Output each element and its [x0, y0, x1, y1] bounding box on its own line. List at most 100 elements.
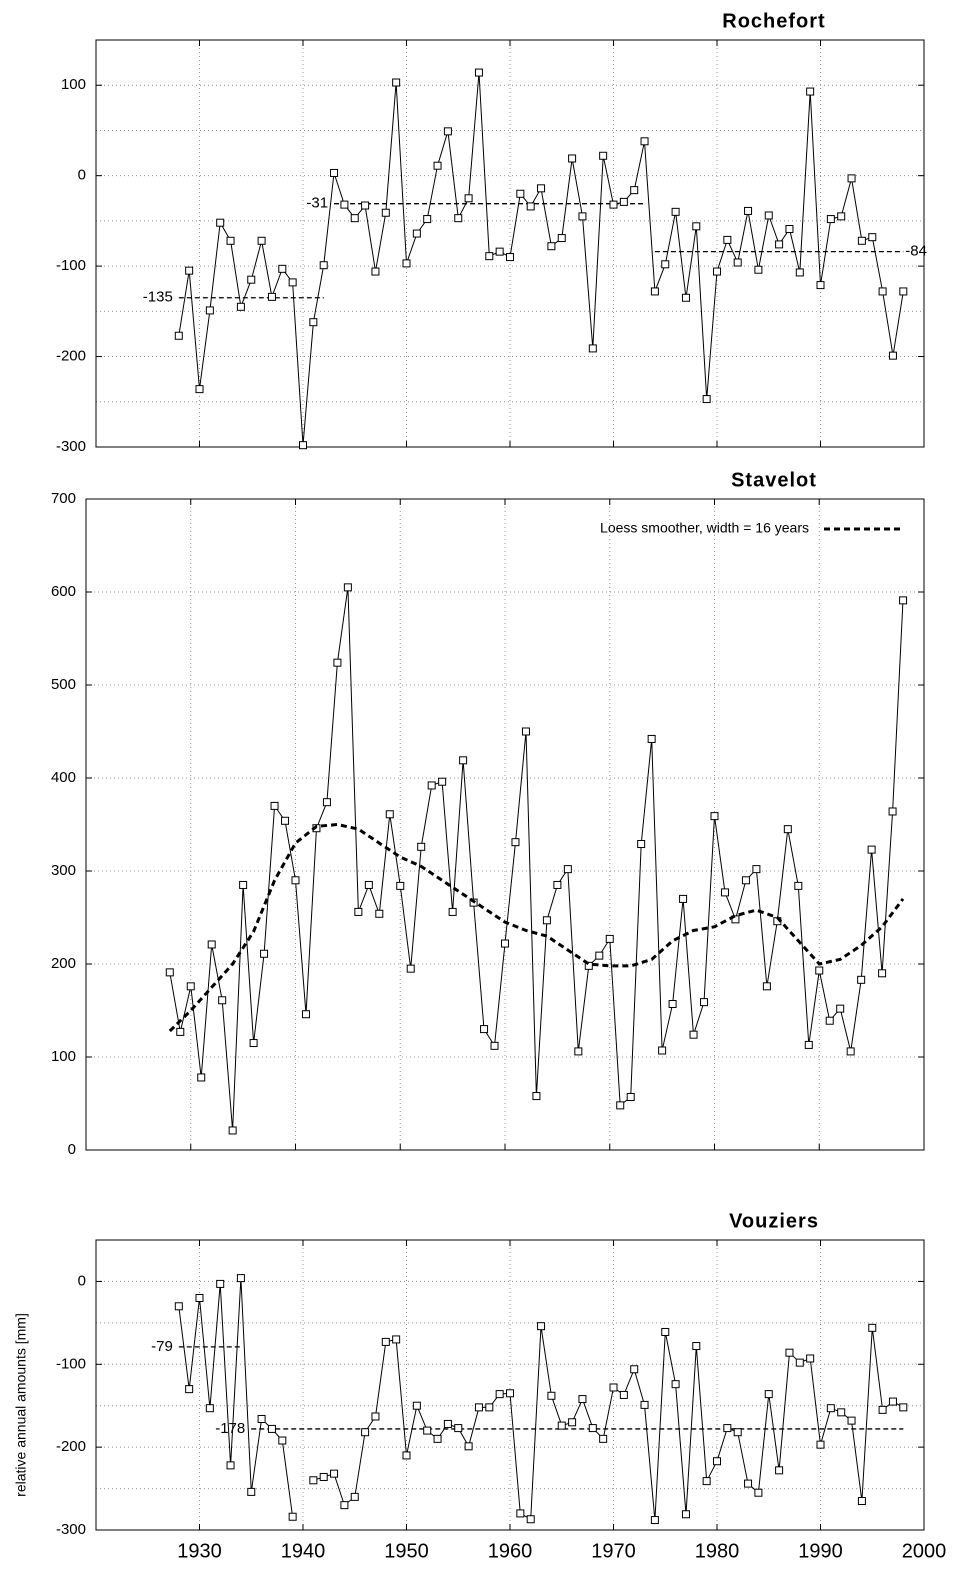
mean-label: -31: [306, 195, 328, 212]
data-marker: [474, 68, 483, 77]
data-marker: [785, 225, 794, 234]
y-tick-label: 0: [78, 167, 86, 184]
data-marker: [526, 202, 535, 211]
data-marker: [806, 87, 815, 96]
data-marker: [454, 1424, 463, 1433]
data-marker: [385, 810, 394, 819]
data-marker: [218, 996, 227, 1005]
data-marker: [605, 934, 614, 943]
data-marker: [174, 1302, 183, 1311]
data-marker: [710, 812, 719, 821]
plot-frame: [95, 39, 925, 448]
data-marker: [195, 1294, 204, 1302]
y-tick-label: 0: [68, 1141, 76, 1158]
data-marker: [249, 1039, 258, 1048]
data-marker: [816, 281, 825, 290]
data-marker: [340, 1501, 349, 1510]
data-marker: [257, 1414, 266, 1423]
data-marker: [448, 907, 457, 916]
data-marker: [713, 1457, 721, 1466]
data-marker: [804, 1040, 813, 1049]
data-marker: [878, 969, 887, 978]
data-marker: [207, 940, 216, 949]
data-marker: [381, 208, 390, 217]
data-marker: [578, 1395, 587, 1404]
data-marker: [557, 1421, 566, 1430]
data-marker: [361, 1428, 370, 1437]
data-marker: [516, 1509, 525, 1518]
data-marker: [899, 1403, 908, 1412]
data-marker: [464, 1442, 473, 1451]
data-marker: [506, 253, 514, 262]
data-marker: [427, 781, 436, 790]
data-marker: [640, 137, 649, 146]
data-marker: [516, 189, 525, 198]
x-tick-label: 1960: [488, 1540, 533, 1562]
data-marker: [260, 949, 269, 958]
mean-label: -84: [905, 243, 927, 260]
data-marker: [733, 258, 742, 267]
data-marker: [361, 201, 370, 210]
data-marker: [278, 1436, 287, 1445]
data-marker: [720, 888, 729, 897]
data-marker: [826, 215, 835, 224]
data-marker: [301, 1010, 310, 1019]
data-marker: [412, 229, 421, 238]
y-axis-label: relative annual amounts [mm]: [13, 1313, 29, 1497]
data-marker: [815, 966, 824, 975]
data-marker: [532, 1092, 541, 1101]
data-marker: [433, 161, 442, 170]
data-line: [178, 72, 904, 446]
data-marker: [247, 1487, 256, 1496]
data-marker: [888, 351, 897, 360]
data-marker: [350, 214, 359, 223]
data-marker: [547, 242, 556, 251]
data-marker: [319, 1472, 328, 1481]
data-marker: [764, 1390, 773, 1399]
data-marker: [459, 756, 468, 765]
y-tick-label: 300: [51, 862, 76, 879]
x-tick-label: 1930: [177, 1540, 222, 1562]
y-tick-label: -200: [56, 1438, 86, 1455]
data-marker: [340, 200, 349, 209]
data-marker: [661, 260, 670, 269]
data-marker: [637, 840, 646, 849]
x-tick-label: 1940: [281, 1540, 326, 1562]
data-marker: [762, 982, 771, 991]
data-marker: [291, 876, 300, 885]
data-marker: [723, 1424, 732, 1433]
data-marker: [741, 876, 750, 885]
data-marker: [443, 127, 452, 136]
data-marker: [609, 200, 618, 209]
data-marker: [754, 1488, 763, 1497]
data-marker: [568, 1418, 577, 1427]
panel: -300 -200 -100 0 100 Rochefort -135 -31 -84: [56, 10, 927, 455]
data-marker: [681, 293, 690, 302]
chart-title: Vouziers: [729, 1210, 819, 1232]
plot-frame: [95, 1239, 925, 1531]
data-marker: [878, 287, 887, 296]
data-marker: [650, 287, 659, 296]
data-marker: [236, 1274, 245, 1283]
data-marker: [630, 1365, 639, 1374]
chart-title: Rochefort: [722, 10, 825, 32]
data-marker: [599, 151, 608, 160]
data-marker: [247, 275, 256, 284]
y-tick-label: -300: [56, 438, 86, 455]
data-marker: [857, 1497, 866, 1505]
data-marker: [443, 1419, 452, 1428]
data-marker: [846, 1047, 855, 1056]
plot-frame: [85, 498, 925, 1151]
data-marker: [501, 939, 509, 948]
data-marker: [309, 1476, 318, 1485]
data-marker: [542, 916, 551, 925]
data-marker: [485, 252, 494, 261]
data-marker: [267, 1424, 276, 1433]
data-marker: [578, 212, 587, 221]
data-marker: [785, 1348, 794, 1357]
data-marker: [595, 951, 604, 960]
data-marker: [239, 880, 248, 889]
data-marker: [671, 207, 680, 216]
data-marker: [619, 197, 628, 206]
